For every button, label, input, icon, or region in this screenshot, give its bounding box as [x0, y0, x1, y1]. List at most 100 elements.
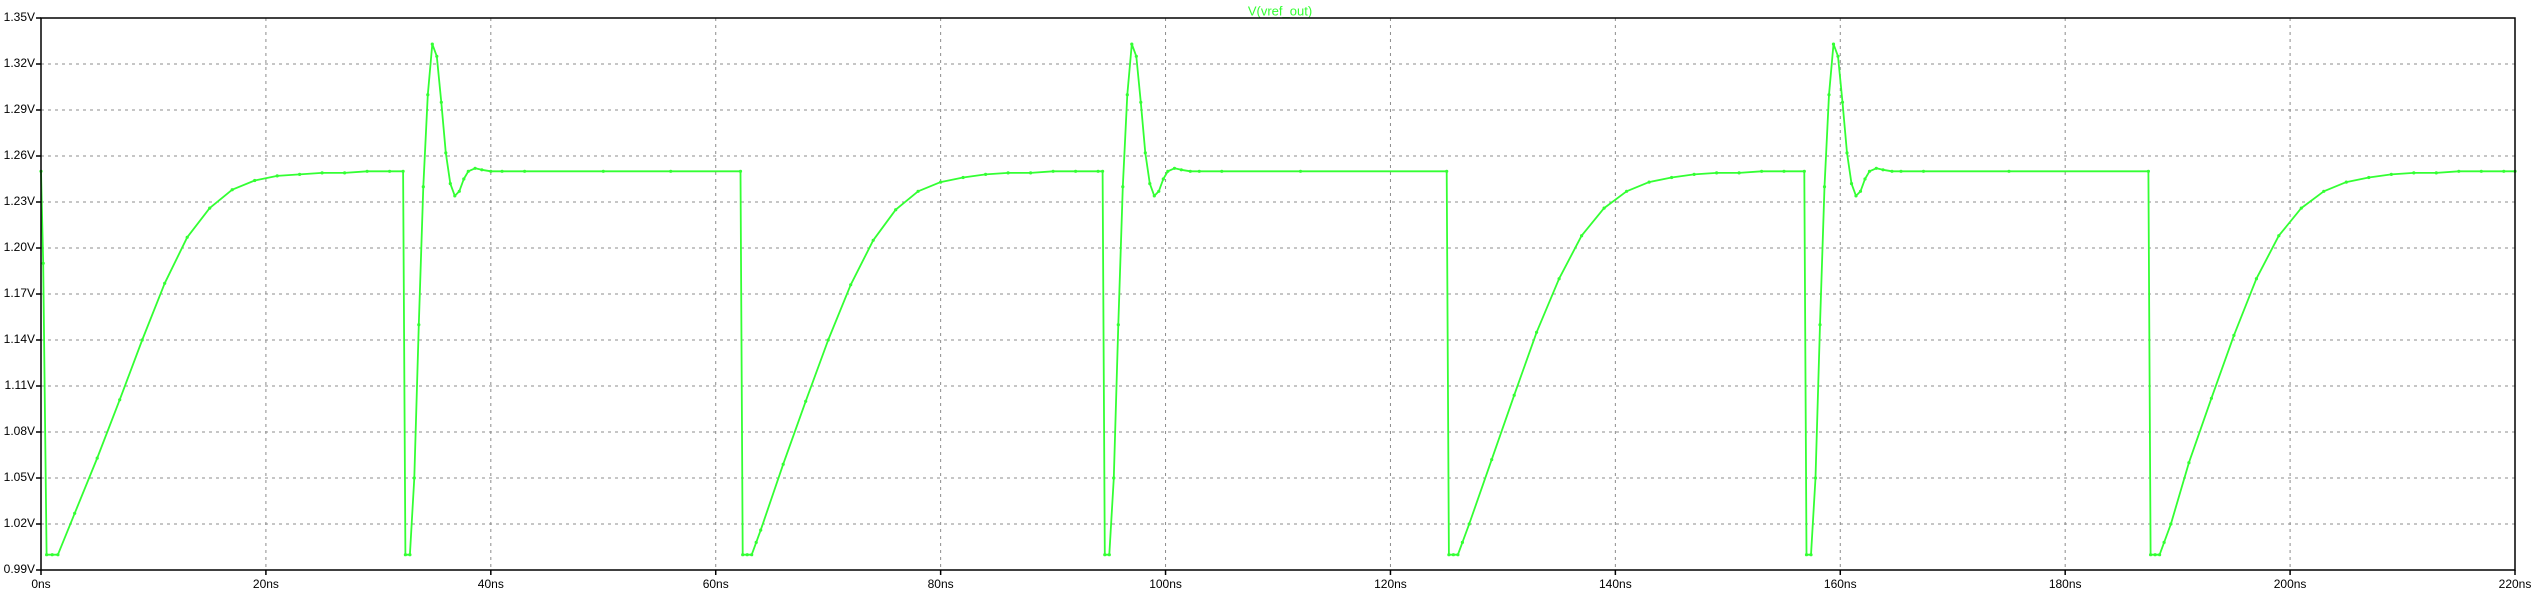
data-point — [1112, 476, 1116, 480]
data-point — [1863, 177, 1867, 181]
data-point — [50, 553, 54, 557]
data-point — [118, 398, 122, 402]
data-point — [1139, 100, 1143, 104]
data-point — [1874, 166, 1878, 170]
data-point — [1836, 54, 1840, 58]
data-point — [1197, 169, 1201, 173]
data-point — [140, 338, 144, 342]
data-point — [439, 100, 443, 104]
data-point — [2389, 172, 2393, 176]
data-point — [1840, 100, 1845, 104]
data-point — [1490, 458, 1494, 462]
data-point — [45, 553, 49, 557]
data-point — [1103, 553, 1107, 557]
data-point — [1625, 189, 1629, 193]
data-point — [1188, 169, 1192, 173]
data-point — [1813, 476, 1818, 480]
y-tick-label: 1.08V — [4, 424, 35, 438]
data-point — [2412, 171, 2416, 175]
data-point — [1456, 553, 1460, 557]
trace-layer — [39, 42, 2517, 557]
x-tick-label: 120ns — [1374, 577, 1407, 591]
data-point — [2209, 396, 2213, 400]
y-tick-label: 1.35V — [4, 10, 35, 24]
data-point — [41, 261, 45, 265]
data-point — [1822, 185, 1827, 189]
data-point — [1802, 169, 1806, 173]
data-point — [2162, 540, 2166, 545]
data-point — [2479, 169, 2483, 173]
data-point — [1692, 172, 1696, 176]
y-tick-label: 1.05V — [4, 470, 35, 484]
data-point — [738, 169, 743, 173]
data-point — [2187, 461, 2191, 465]
x-tick-label: 200ns — [2274, 577, 2307, 591]
data-point — [2169, 522, 2173, 526]
x-tick-label: 60ns — [703, 577, 729, 591]
data-point — [826, 338, 830, 342]
data-point — [1809, 553, 1813, 557]
data-point — [489, 169, 493, 173]
data-point — [208, 206, 212, 210]
data-point — [781, 462, 785, 466]
data-point — [500, 169, 504, 173]
data-point — [343, 171, 347, 175]
data-point — [1804, 553, 1809, 557]
data-point — [1172, 166, 1177, 170]
y-tick-label: 1.20V — [4, 240, 35, 254]
data-point — [2457, 169, 2461, 173]
y-tick-label: 1.23V — [4, 194, 35, 208]
data-point — [2153, 553, 2157, 557]
data-point — [1602, 206, 1606, 210]
data-point — [1116, 323, 1120, 327]
data-point — [894, 208, 898, 212]
data-point — [1737, 171, 1741, 175]
data-point — [185, 235, 189, 239]
data-point — [1818, 323, 1822, 327]
axis-ticks: 0ns 20ns 40ns 60ns 80ns 100ns 120ns 140ns 160ns 1… — [4, 10, 2532, 591]
data-point — [1179, 168, 1183, 172]
data-point — [1107, 553, 1111, 557]
data-point — [1849, 182, 1854, 186]
data-point — [1096, 169, 1100, 173]
data-point — [430, 42, 434, 46]
data-point — [1890, 169, 1894, 173]
data-point — [1512, 393, 1516, 397]
data-point — [1447, 553, 1451, 557]
data-point — [1166, 169, 1170, 173]
data-point — [480, 168, 484, 172]
data-point — [435, 54, 439, 58]
x-tick-label: 20ns — [253, 577, 279, 591]
data-point — [1899, 169, 1903, 173]
data-point — [601, 169, 605, 173]
x-tick-label: 0ns — [31, 577, 50, 591]
data-point — [426, 93, 430, 97]
data-point — [1760, 169, 1764, 173]
data-point — [448, 182, 452, 186]
data-point — [1921, 169, 1926, 173]
data-point — [1715, 171, 1719, 175]
data-point — [320, 171, 324, 175]
data-point — [1831, 42, 1836, 46]
data-point — [2344, 180, 2348, 184]
y-tick-label: 1.17V — [4, 286, 35, 300]
data-point — [939, 180, 943, 184]
data-point — [2502, 169, 2506, 173]
data-point — [1298, 169, 1303, 173]
data-point — [1157, 189, 1161, 193]
data-point — [2146, 169, 2150, 173]
y-tick-label: 1.32V — [4, 56, 35, 70]
x-tick-label: 180ns — [2049, 577, 2082, 591]
data-point — [2299, 206, 2303, 210]
data-point — [1121, 185, 1125, 189]
chart-title: V(vref_out) — [1248, 3, 1312, 18]
data-point — [741, 553, 745, 557]
y-tick-label: 1.26V — [4, 148, 35, 162]
data-point — [1006, 171, 1010, 175]
data-point — [298, 172, 302, 176]
data-point — [1148, 182, 1152, 186]
data-point — [750, 553, 754, 557]
data-point — [444, 151, 448, 155]
data-point — [73, 511, 77, 515]
data-point — [1134, 54, 1138, 58]
